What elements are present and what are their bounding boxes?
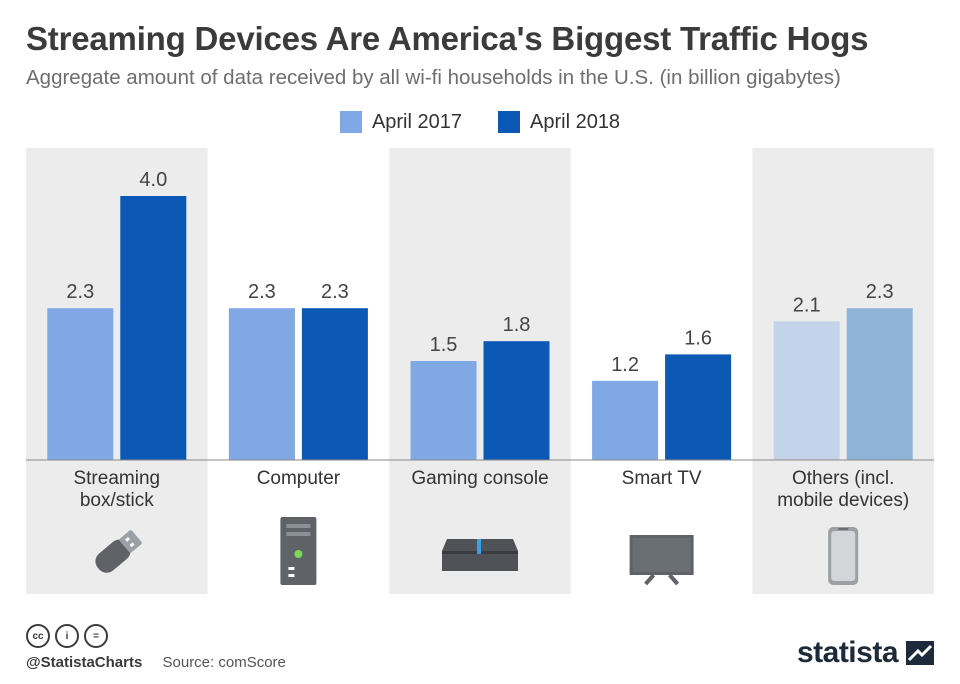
- data-label-2017-3: 1.2: [611, 354, 639, 376]
- category-label-4-line-1: mobile devices): [777, 490, 909, 511]
- category-label-0-line-0: Streaming: [73, 468, 160, 489]
- license-icons: cc i =: [26, 624, 286, 648]
- bar-2017-0: [47, 308, 114, 460]
- bar-2018-2: [483, 341, 550, 460]
- legend-label-april-2017: April 2017: [371, 110, 462, 133]
- legend-swatch-april-2018: [498, 111, 520, 133]
- data-label-2018-4: 2.3: [866, 281, 894, 303]
- cc-icon: cc: [26, 624, 50, 648]
- category-label-1-line-0: Computer: [257, 468, 341, 489]
- data-label-2018-2: 1.8: [503, 314, 531, 336]
- data-label-2017-1: 2.3: [248, 281, 276, 303]
- data-label-2017-4: 2.1: [793, 294, 821, 316]
- legend-item-april-2018: April 2018: [498, 111, 620, 134]
- attribution-icon: i: [55, 624, 79, 648]
- category-label-0-line-1: box/stick: [80, 490, 154, 511]
- category-label-3-line-0: Smart TV: [622, 468, 702, 489]
- statista-mark-icon: [906, 641, 934, 665]
- chart-subtitle: Aggregate amount of data received by all…: [26, 66, 841, 89]
- bar-2018-3: [665, 354, 732, 460]
- category-label-4-line-0: Others (incl.: [792, 468, 894, 489]
- smart-tv-icon: [629, 535, 694, 586]
- category-label-2-line-0: Gaming console: [411, 468, 548, 489]
- data-label-2018-1: 2.3: [321, 281, 349, 303]
- no-derivatives-icon: =: [84, 624, 108, 648]
- bar-2018-0: [120, 196, 187, 460]
- legend-label-april-2018: April 2018: [530, 110, 621, 133]
- gaming-console-icon: [442, 539, 518, 571]
- brand-name: statista: [796, 636, 899, 669]
- legend-item-april-2017: April 2017: [339, 110, 462, 134]
- bar-2017-3: [592, 380, 659, 460]
- chart-title: Streaming Devices Are America's Biggest …: [26, 20, 869, 57]
- bar-2017-1: [228, 308, 295, 460]
- source-note: Source: comScore: [162, 654, 286, 671]
- smartphone-icon: [828, 527, 859, 585]
- bar-2018-4: [846, 308, 913, 460]
- data-label-2017-0: 2.3: [66, 281, 94, 303]
- data-label-2017-2: 1.5: [430, 334, 458, 356]
- legend: April 2017 April 2018: [0, 108, 960, 136]
- bar-2017-2: [410, 361, 477, 460]
- legend-swatch-april-2017: [339, 111, 362, 133]
- data-label-2018-0: 4.0: [139, 169, 167, 191]
- statista-logo[interactable]: statista: [797, 636, 934, 670]
- bar-2018-1: [301, 308, 368, 460]
- computer-tower-icon: [280, 517, 317, 585]
- usb-stick-icon: [95, 530, 142, 573]
- statista-handle-link[interactable]: @StatistaCharts: [26, 654, 143, 671]
- data-label-2018-3: 1.6: [684, 327, 712, 349]
- footer-left: cc i = @StatistaCharts Source: comScore: [26, 624, 286, 671]
- bar-2017-4: [773, 321, 840, 460]
